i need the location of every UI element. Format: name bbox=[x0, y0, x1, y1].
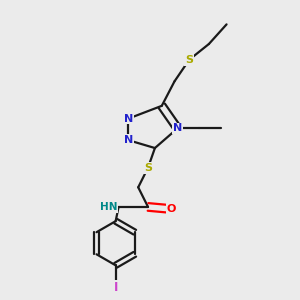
Text: N: N bbox=[124, 135, 133, 145]
Text: N: N bbox=[124, 114, 133, 124]
Text: S: S bbox=[144, 163, 152, 173]
Text: N: N bbox=[173, 123, 182, 134]
Text: O: O bbox=[167, 204, 176, 214]
Text: S: S bbox=[185, 55, 193, 65]
Text: I: I bbox=[113, 281, 118, 294]
Text: HN: HN bbox=[100, 202, 117, 212]
